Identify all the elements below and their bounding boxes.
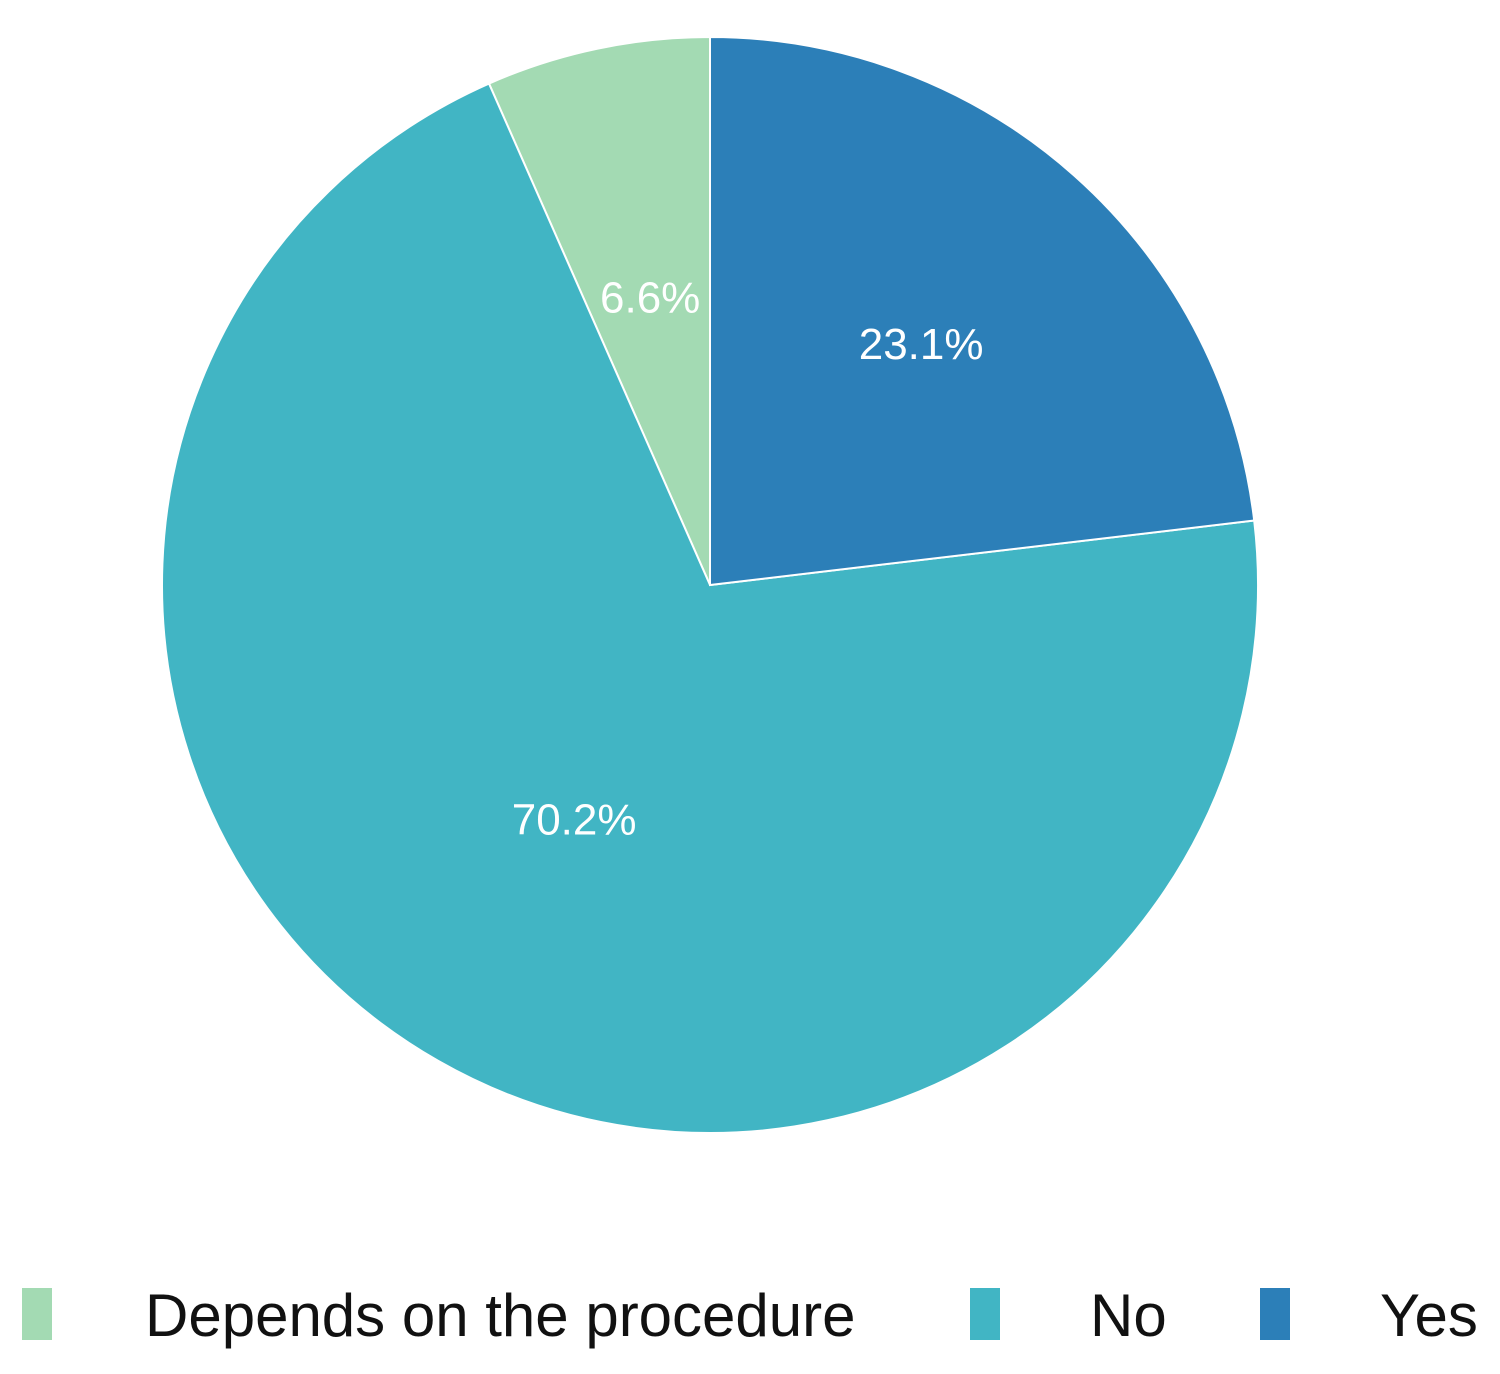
pie-slice-labels: 6.6% 70.2% 23.1%	[512, 273, 984, 844]
legend-swatch-no	[970, 1288, 1000, 1340]
pie-slice-no	[161, 82, 1259, 1134]
slice-label-no: 70.2%	[512, 796, 637, 845]
legend-label-no: No	[1090, 1282, 1167, 1349]
legend-swatch-yes	[1260, 1288, 1290, 1340]
pie-slices	[161, 35, 1259, 1134]
legend-label-yes: Yes	[1380, 1282, 1478, 1349]
pie-slice-depends-on-the-procedure	[487, 35, 711, 586]
legend-label-depends-on-the-procedure: Depends on the procedure	[145, 1282, 856, 1349]
legend-swatch-depends-on-the-procedure	[22, 1288, 52, 1340]
legend: Depends on the procedure No Yes	[22, 1282, 1478, 1349]
slice-label-yes: 23.1%	[859, 320, 984, 369]
slice-label-depends-on-the-procedure: 6.6%	[600, 273, 700, 322]
pie-slice-yes	[709, 35, 1256, 587]
